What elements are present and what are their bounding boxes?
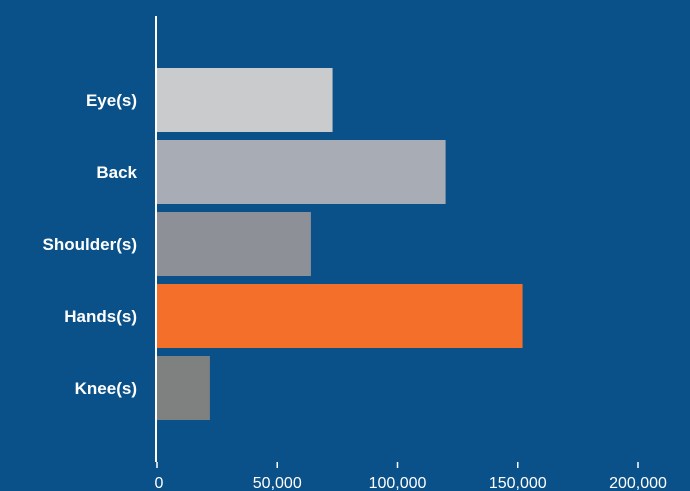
x-axis-ticks: 0 50,000 100,000 150,000 200,000 xyxy=(155,462,667,491)
category-label: Eye(s) xyxy=(86,91,137,110)
category-label: Knee(s) xyxy=(75,379,137,398)
bar-hands-s xyxy=(157,284,523,348)
bar-knee-s xyxy=(157,356,210,420)
bar-back xyxy=(157,140,446,204)
bar-eye-s xyxy=(157,68,333,132)
x-tick-label: 50,000 xyxy=(253,475,302,491)
category-label: Hands(s) xyxy=(64,307,137,326)
x-tick-label: 200,000 xyxy=(609,475,667,491)
category-label: Back xyxy=(96,163,137,182)
category-label: Shoulder(s) xyxy=(43,235,137,254)
x-tick-label: 150,000 xyxy=(489,475,547,491)
bars-group xyxy=(157,68,523,420)
x-tick-label: 100,000 xyxy=(369,475,427,491)
x-tick-label: 0 xyxy=(155,475,164,491)
bar-shoulder-s xyxy=(157,212,311,276)
category-labels: Eye(s) Back Shoulder(s) Hands(s) Knee(s) xyxy=(43,91,138,398)
